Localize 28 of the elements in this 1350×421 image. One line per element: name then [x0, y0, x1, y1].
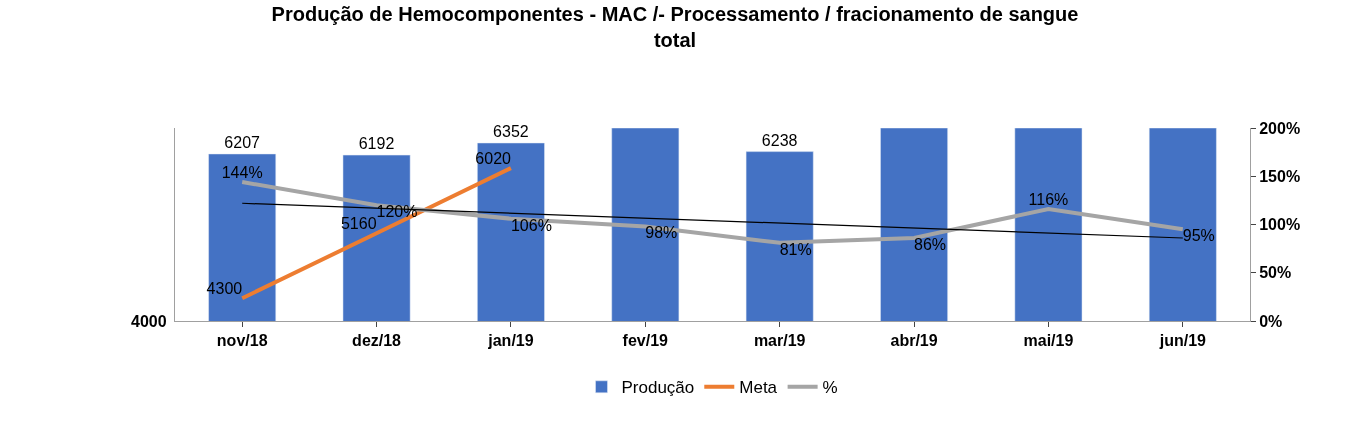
x-tick-label: mai/19: [1023, 332, 1074, 350]
data-label: 6192: [358, 135, 395, 153]
legend-label: %: [822, 378, 838, 398]
text: 4000: [131, 313, 167, 330]
x-tick-label: abr/19: [890, 332, 938, 350]
x-tick-label: dez/18: [352, 332, 402, 350]
x-tick-label: nov/18: [216, 332, 268, 350]
chart-title: Produção de Hemocomponentes - MAC /- Processamento / fracionamento de sangue total: [271, 3, 1079, 52]
data-label: 6207: [224, 133, 261, 151]
x-tick-label: fev/19: [622, 332, 669, 350]
data-label: 116%: [1028, 191, 1069, 209]
data-label: 86%: [914, 236, 947, 254]
data-label: 98%: [645, 224, 678, 242]
x-tick-label: mar/19: [753, 332, 806, 350]
data-label: 95%: [1182, 227, 1215, 245]
y2-tick-label: 0%: [1259, 312, 1283, 330]
y2-tick-label: 200%: [1259, 119, 1301, 137]
legend-label: Produção: [621, 378, 695, 398]
data-label: 6352: [493, 122, 529, 140]
y2-tick-label: 100%: [1259, 216, 1301, 234]
data-label: 144%: [221, 164, 263, 182]
legend-label: Meta: [739, 378, 778, 398]
data-label: 6238: [761, 131, 798, 149]
x-tick-label: jan/19: [487, 332, 534, 350]
y2-tick-label: 150%: [1259, 167, 1301, 185]
x-tick-label: jun/19: [1158, 332, 1207, 350]
data-label: 81%: [779, 240, 812, 258]
y2-tick-label: 50%: [1259, 264, 1292, 282]
